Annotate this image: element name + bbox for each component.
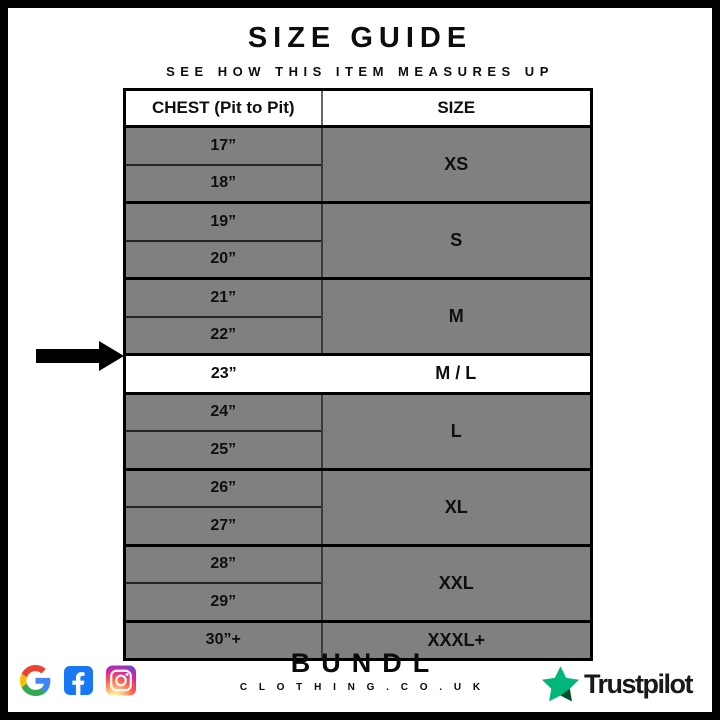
measurement-cell: 27” bbox=[124, 506, 323, 545]
table-row: 24” L bbox=[124, 391, 592, 469]
table-row-highlighted: 23” M / L bbox=[124, 353, 592, 393]
table-row: 19” S bbox=[124, 201, 592, 279]
measurement-cell: 26” bbox=[124, 467, 323, 507]
column-header-chest: CHEST (Pit to Pit) bbox=[124, 89, 323, 128]
table-row: 17” XS bbox=[124, 125, 592, 203]
measurement-cell: 28” bbox=[124, 543, 323, 583]
measurement-cell: 22” bbox=[124, 315, 323, 355]
social-logos bbox=[20, 665, 136, 696]
page-subtitle: SEE HOW THIS ITEM MEASURES UP bbox=[166, 64, 554, 79]
brand-logo: BUNDL C L O T H I N G . C O . U K bbox=[8, 648, 712, 693]
size-cell: M bbox=[321, 277, 592, 355]
size-cell: M / L bbox=[321, 353, 592, 393]
measurement-cell: 25” bbox=[124, 430, 323, 469]
size-cell: XL bbox=[321, 467, 592, 545]
size-guide-table: CHEST (Pit to Pit) SIZE 17” XS 18” 19” S… bbox=[123, 88, 593, 661]
size-cell: XXXL+ bbox=[321, 619, 592, 660]
table-row: 28” XXL bbox=[124, 543, 592, 621]
measurement-cell: 17” bbox=[124, 125, 323, 165]
size-cell: S bbox=[321, 201, 592, 279]
measurement-cell: 29” bbox=[124, 582, 323, 621]
column-header-size: SIZE bbox=[321, 89, 592, 128]
table-row: 30”+ XXXL+ bbox=[124, 619, 592, 660]
brand-domain: C L O T H I N G . C O . U K bbox=[239, 681, 485, 693]
trustpilot-logo: Trustpilot bbox=[542, 666, 694, 702]
google-icon bbox=[20, 665, 51, 696]
trustpilot-label: Trustpilot bbox=[584, 668, 694, 699]
measurement-cell: 18” bbox=[124, 163, 323, 203]
instagram-icon bbox=[106, 665, 136, 696]
size-cell: L bbox=[321, 391, 592, 469]
size-cell: XXL bbox=[321, 543, 592, 621]
table-row: 26” XL bbox=[124, 467, 592, 545]
size-cell: XS bbox=[321, 125, 592, 203]
page-title: SIZE GUIDE bbox=[247, 22, 473, 54]
trustpilot-star-icon bbox=[542, 666, 579, 702]
facebook-icon bbox=[64, 666, 93, 695]
measurement-cell: 19” bbox=[124, 201, 323, 241]
table-row: 21” M bbox=[124, 277, 592, 355]
table-header-row: CHEST (Pit to Pit) SIZE bbox=[124, 89, 592, 128]
measurement-cell: 23” bbox=[124, 353, 322, 393]
measurement-cell: 20” bbox=[124, 239, 323, 279]
brand-name: BUNDL bbox=[290, 648, 441, 678]
measurement-cell: 21” bbox=[124, 277, 323, 317]
arrow-right-icon bbox=[36, 341, 124, 371]
measurement-cell: 30”+ bbox=[124, 619, 323, 660]
measurement-cell: 24” bbox=[124, 391, 323, 431]
